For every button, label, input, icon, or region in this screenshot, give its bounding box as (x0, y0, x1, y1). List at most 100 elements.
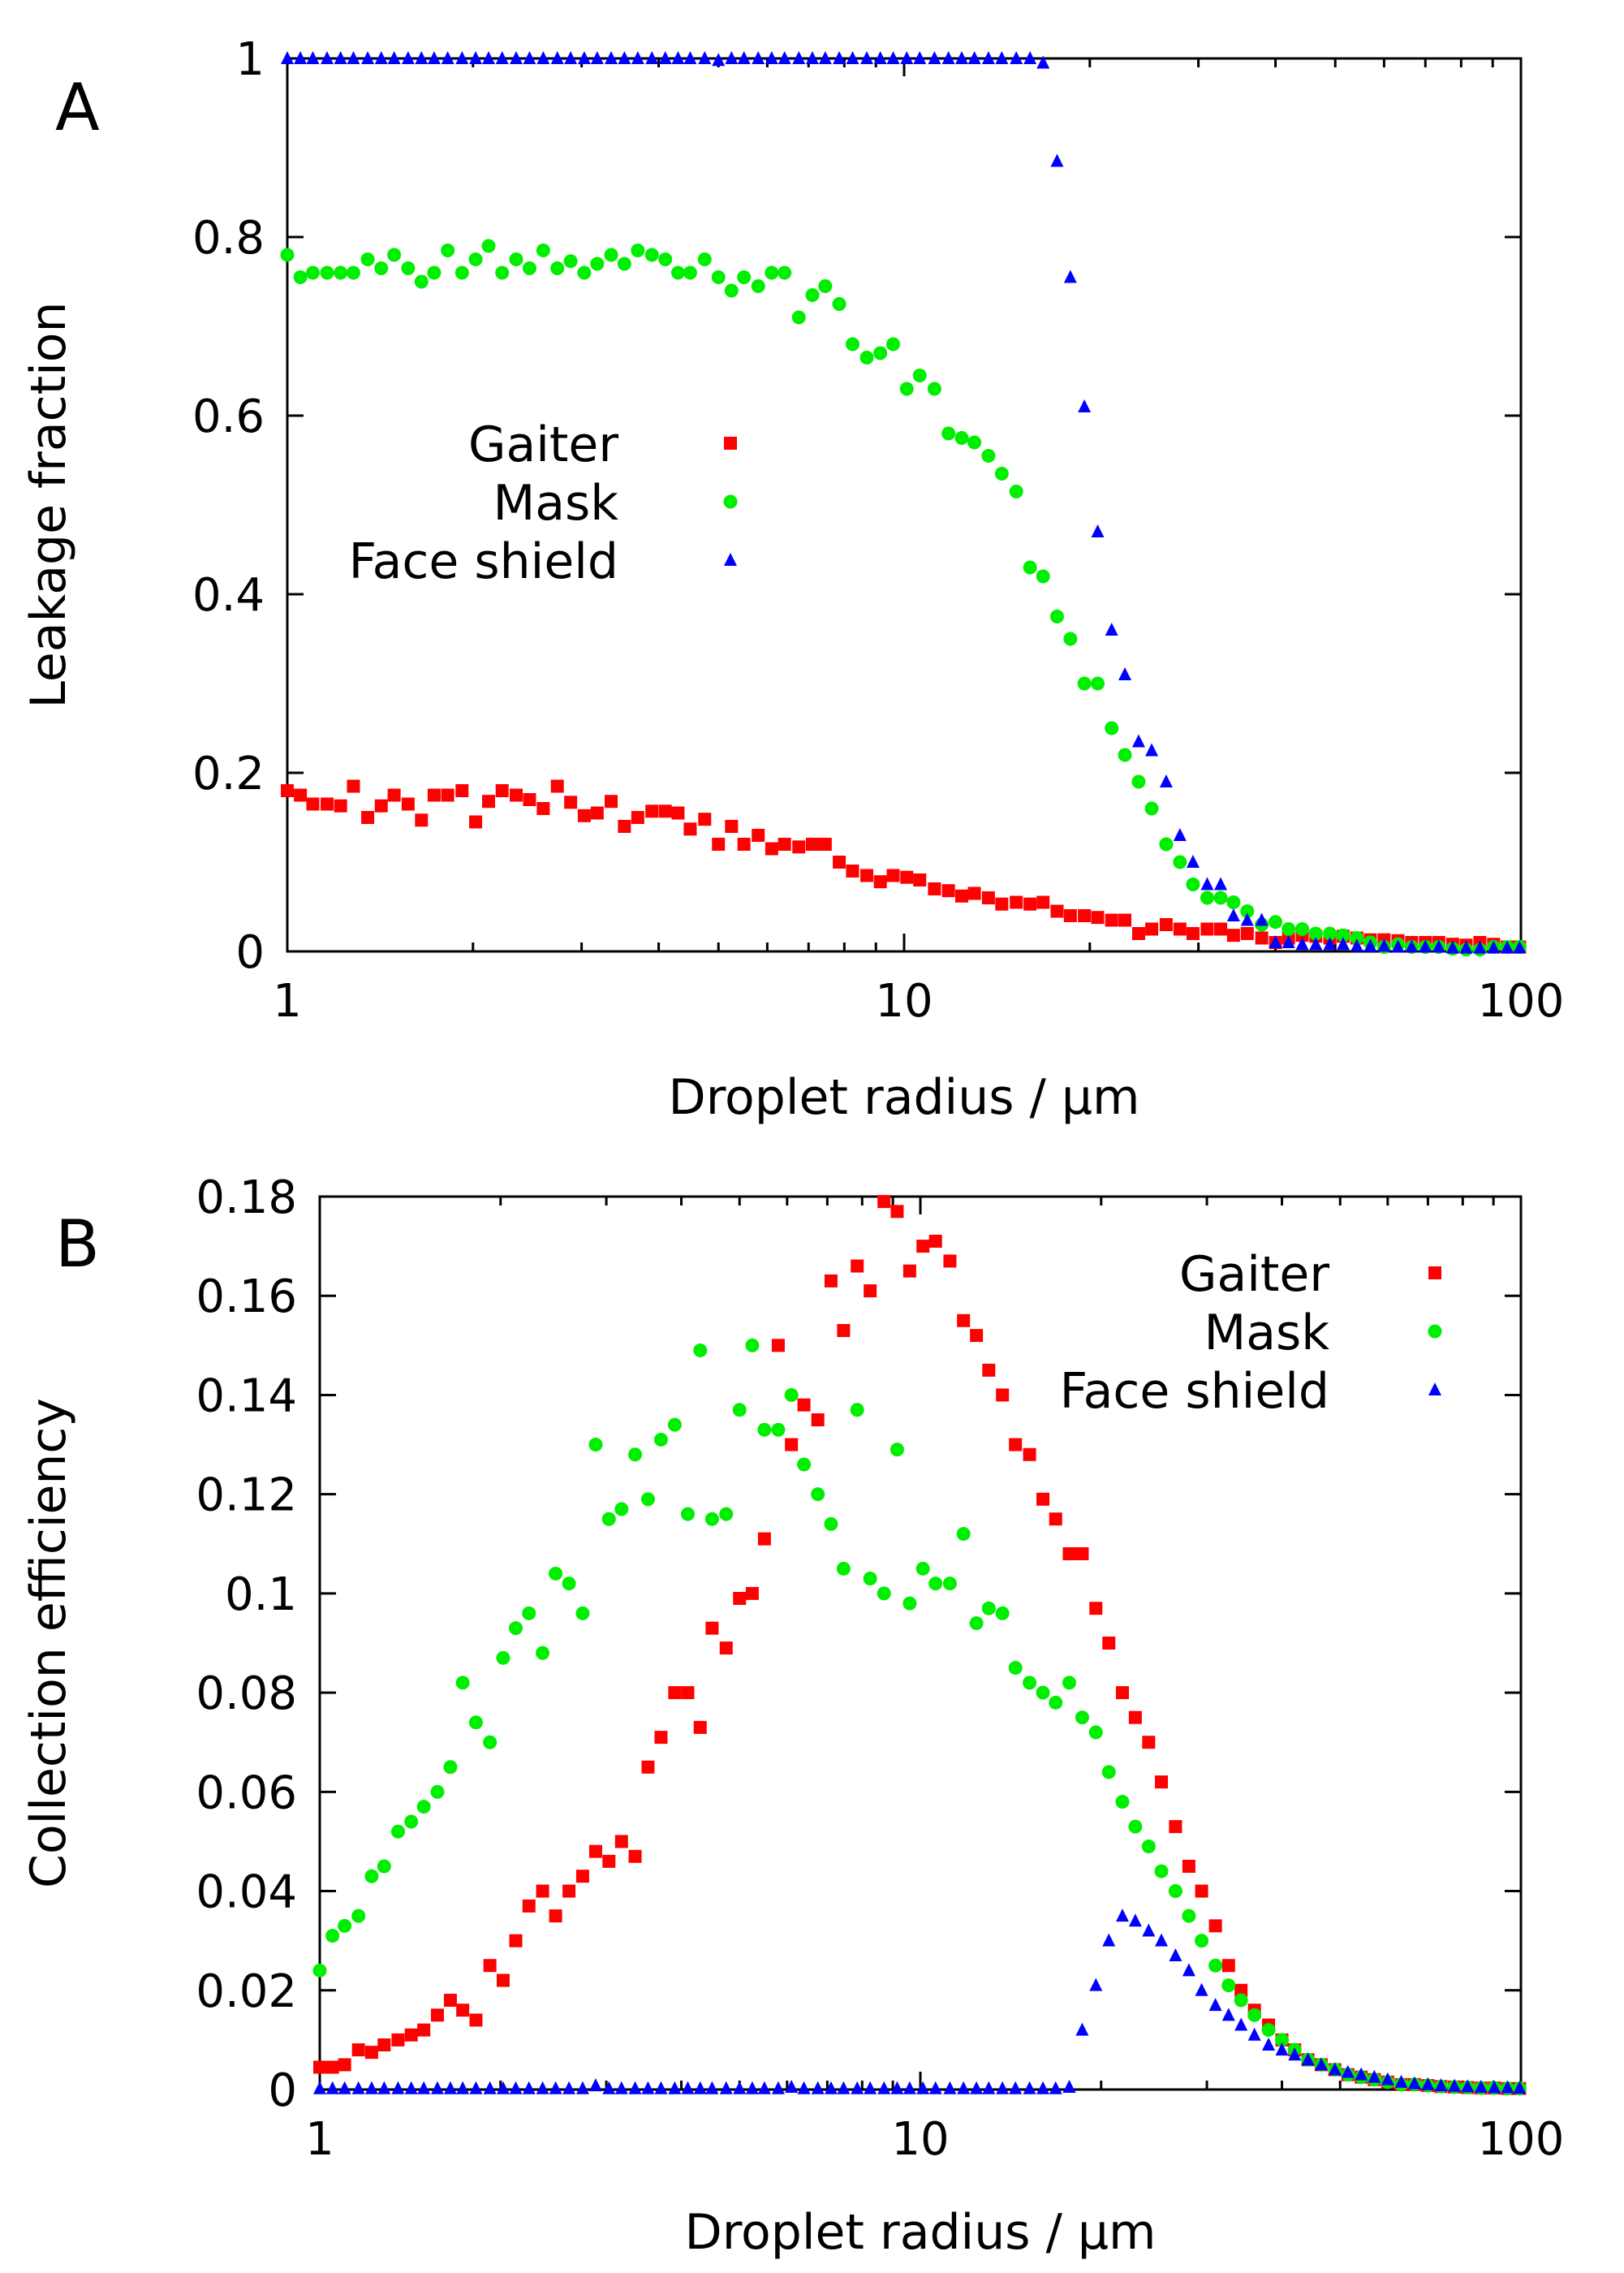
data-point-face-shield (564, 51, 578, 64)
data-point-mask (850, 1403, 864, 1417)
legend-label-gaiter: Gaiter (468, 416, 618, 473)
data-point-mask (631, 244, 645, 257)
data-point-gaiter (693, 1720, 707, 1734)
data-point-face-shield (347, 51, 360, 64)
data-point-gaiter (631, 811, 644, 824)
data-point-mask (1208, 1958, 1223, 1973)
data-point-face-shield (1473, 940, 1487, 954)
data-point-mask (550, 261, 565, 275)
data-point-gaiter (683, 822, 697, 836)
data-point-mask (280, 248, 295, 262)
data-point-face-shield (902, 2081, 916, 2094)
data-point-face-shield (1050, 153, 1064, 167)
series-face-shield (281, 51, 1527, 954)
data-point-face-shield (334, 51, 347, 64)
data-point-gaiter (443, 1994, 457, 2007)
data-point-face-shield (588, 2078, 602, 2092)
data-point-mask (604, 248, 618, 262)
data-point-gaiter (1078, 909, 1092, 922)
data-point-gaiter (797, 1398, 811, 1412)
data-point-gaiter (1131, 927, 1145, 940)
data-point-gaiter (430, 2008, 444, 2022)
data-point-mask (745, 1338, 760, 1352)
data-point-face-shield (1363, 938, 1377, 952)
data-point-gaiter (281, 784, 294, 797)
data-point-gaiter (785, 1438, 799, 1451)
data-point-face-shield (658, 51, 672, 64)
data-point-face-shield (1155, 1933, 1169, 1947)
data-point-mask (496, 1650, 510, 1665)
data-point-gaiter (902, 1264, 916, 1278)
data-point-gaiter (941, 884, 955, 898)
data-point-mask (1323, 926, 1338, 941)
data-point-face-shield (1341, 2064, 1355, 2078)
data-point-face-shield (1350, 938, 1363, 952)
data-point-gaiter (913, 873, 927, 886)
data-point-mask (346, 265, 360, 280)
data-point-face-shield (1513, 2081, 1527, 2094)
data-point-mask (711, 270, 726, 284)
data-point-mask (732, 1403, 747, 1417)
data-point-face-shield (864, 2081, 877, 2094)
data-point-face-shield (469, 51, 483, 64)
data-point-face-shield (1009, 2081, 1023, 2094)
data-point-mask (549, 1566, 563, 1581)
data-point-gaiter (1075, 1547, 1089, 1560)
data-point-mask (704, 1512, 719, 1526)
data-point-gaiter (605, 795, 618, 809)
data-point-gaiter (361, 811, 375, 824)
x-tick-label: 100 (1478, 975, 1565, 1028)
data-point-mask (495, 265, 510, 280)
data-point-face-shield (890, 2081, 904, 2094)
data-point-mask (1226, 895, 1241, 909)
data-point-gaiter (641, 1760, 655, 1774)
y-tick-label: 0 (235, 926, 265, 979)
data-point-mask (1269, 915, 1283, 929)
data-point-mask (765, 265, 779, 280)
data-point-gaiter (313, 2060, 326, 2074)
data-point-face-shield (1434, 2078, 1448, 2092)
data-point-mask (967, 435, 982, 450)
data-point-face-shield (1405, 939, 1419, 953)
data-point-face-shield (495, 51, 509, 64)
data-point-mask (1247, 2008, 1262, 2022)
data-point-mask (670, 265, 685, 280)
data-point-face-shield (916, 2081, 930, 2094)
data-point-gaiter (1255, 931, 1269, 945)
data-point-gaiter (970, 1329, 984, 1343)
data-point-gaiter (391, 2033, 405, 2047)
data-point-gaiter (1091, 911, 1105, 925)
data-point-face-shield (469, 2081, 483, 2094)
data-point-mask (338, 1918, 352, 1933)
data-point-face-shield (1247, 2027, 1261, 2041)
data-point-face-shield (1105, 623, 1118, 636)
data-point-face-shield (577, 51, 591, 64)
data-point-mask (1101, 1765, 1116, 1779)
data-point-mask (1182, 1909, 1196, 1923)
data-point-face-shield (351, 2081, 365, 2094)
series-mask (280, 239, 1527, 957)
data-point-face-shield (294, 51, 308, 64)
plot-frame (318, 1195, 1523, 2091)
data-point-gaiter (351, 2043, 365, 2057)
data-point-face-shield (860, 51, 874, 64)
data-point-gaiter (588, 1844, 602, 1858)
data-point-gaiter (982, 1363, 996, 1377)
data-point-mask (334, 265, 348, 280)
data-point-mask (791, 310, 806, 325)
data-point-mask (836, 1561, 851, 1576)
data-point-face-shield (752, 51, 765, 64)
data-point-mask (1008, 1661, 1023, 1676)
data-point-face-shield (427, 51, 441, 64)
data-point-mask (667, 1417, 682, 1432)
data-point-mask (575, 1606, 590, 1620)
data-point-mask (628, 1447, 643, 1462)
data-point-mask (644, 248, 659, 262)
data-point-mask (617, 257, 631, 271)
data-point-face-shield (745, 2081, 759, 2094)
data-point-gaiter (577, 809, 591, 822)
x-tick-label: 100 (1478, 2113, 1565, 2166)
data-point-mask (1200, 891, 1214, 905)
data-point-mask (994, 467, 1009, 481)
data-point-gaiter (536, 1884, 549, 1898)
